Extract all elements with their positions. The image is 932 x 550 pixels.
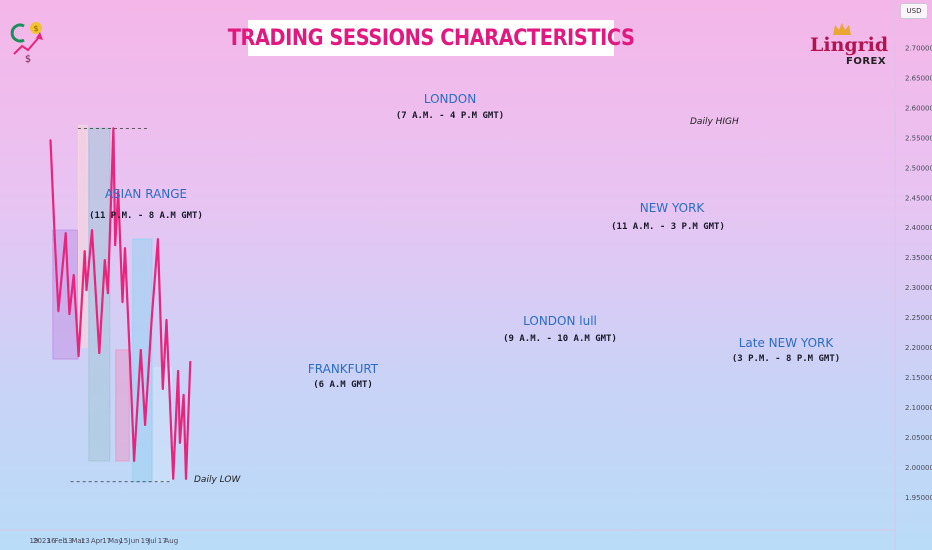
- y-tick-label: 2.70000: [905, 45, 932, 53]
- price-point-0: [49, 139, 52, 142]
- svg-text:$: $: [25, 54, 31, 64]
- x-tick-label: 2023: [33, 537, 51, 545]
- title-banner: TRADING SESSIONS CHARACTERISTICS: [228, 20, 635, 56]
- y-tick-label: 2.60000: [905, 104, 932, 112]
- price-point-12: [106, 292, 109, 294]
- price-point-17: [124, 247, 126, 250]
- x-tick-label: 13: [81, 537, 90, 545]
- price-point-23: [157, 238, 159, 241]
- x-tick-label: Jun: [128, 537, 140, 545]
- y-tick-label: 2.45000: [905, 194, 932, 202]
- price-point-26: [172, 477, 175, 480]
- x-tick-label: 17: [102, 537, 111, 545]
- x-tick-label: 15: [119, 537, 128, 545]
- y-tick-label: 2.65000: [905, 74, 932, 82]
- price-point-10: [98, 352, 101, 354]
- price-point-13: [112, 127, 115, 130]
- y-tick-label: 2.05000: [905, 434, 932, 442]
- x-tick-label: 13: [64, 537, 73, 545]
- x-tick-label: 16: [47, 537, 56, 545]
- session-time-london-lull: (9 A.M. - 10 A.M GMT): [503, 334, 617, 344]
- x-tick-label: 19: [30, 537, 39, 545]
- price-point-6: [77, 355, 80, 357]
- x-tick-label: Jul: [147, 537, 157, 545]
- y-tick-label: 2.00000: [905, 464, 932, 472]
- session-time-london: (7 A.M. - 4 P.M GMT): [395, 111, 505, 121]
- x-tick-label: Mar: [71, 537, 84, 545]
- y-tick-label: 2.40000: [905, 224, 932, 232]
- y-tick-label: 2.30000: [905, 284, 932, 292]
- x-tick-label: Apr: [91, 537, 103, 545]
- session-box-2: [88, 127, 111, 462]
- price-point-15: [117, 190, 120, 193]
- session-name-asian: ASIAN RANGE: [104, 187, 188, 201]
- session-box-3: [115, 349, 130, 462]
- session-time-asian: (11 P.M. - 8 A.M GMT): [89, 211, 203, 221]
- session-name-frankfurt: FRANKFURT: [307, 362, 379, 376]
- price-point-22: [150, 316, 153, 318]
- y-tick-label: 2.10000: [905, 404, 932, 412]
- daily-high-label: Daily HIGH: [690, 117, 739, 127]
- chart-title: TRADING SESSIONS CHARACTERISTICS: [227, 25, 635, 51]
- price-point-20: [139, 349, 142, 351]
- session-box-1: [77, 124, 88, 348]
- price-point-2: [57, 310, 60, 312]
- session-time-frankfurt: (6 A.M GMT): [313, 380, 373, 390]
- brand-name: Lingrid: [810, 34, 889, 56]
- price-series-line-0: [49, 127, 192, 480]
- y-tick-label: 2.25000: [905, 314, 932, 322]
- price-point-19: [133, 459, 136, 462]
- svg-text:$: $: [33, 24, 38, 33]
- price-point-27: [177, 370, 179, 372]
- y-tick-label: 2.15000: [905, 374, 932, 382]
- x-tick-label: Aug: [165, 537, 179, 545]
- session-name-london: LONDON: [423, 92, 477, 106]
- daily-low-label: Daily LOW: [194, 475, 241, 485]
- price-point-1: [53, 238, 56, 241]
- price-point-5: [72, 274, 75, 277]
- price-point-8: [85, 289, 88, 291]
- y-tick-label: 1.95000: [905, 494, 932, 502]
- y-tick-label: 2.50000: [905, 164, 932, 172]
- dollar-growth-icon: $ $: [10, 22, 43, 64]
- price-point-31: [189, 361, 192, 363]
- session-time-late-new-york: (3 P.M. - 8 P.M GMT): [731, 354, 841, 364]
- currency-button[interactable]: USD: [900, 3, 928, 19]
- y-tick-label: 2.20000: [905, 344, 932, 352]
- price-point-7: [83, 250, 86, 253]
- x-tick-label: 17: [158, 537, 167, 545]
- price-point-30: [185, 477, 187, 480]
- crown-icon: [833, 23, 851, 35]
- price-point-14: [114, 244, 117, 247]
- price-point-21: [144, 423, 147, 426]
- price-point-18: [128, 355, 131, 357]
- brand-subtitle: FOREX: [846, 56, 887, 67]
- y-tick-label: 2.35000: [905, 254, 932, 262]
- x-tick-label: Feb: [55, 537, 68, 545]
- x-tick-label: May: [108, 537, 122, 545]
- price-point-16: [121, 301, 124, 303]
- session-time-new-york: (11 A.M. - 3 P.M GMT): [611, 222, 725, 232]
- price-point-28: [179, 441, 181, 444]
- price-point-3: [64, 232, 67, 235]
- session-name-new-york: NEW YORK: [639, 201, 705, 215]
- session-name-late-new-york: Late NEW YORK: [738, 336, 834, 350]
- price-point-24: [161, 388, 164, 390]
- y-tick-label: 2.55000: [905, 134, 932, 142]
- price-point-4: [68, 313, 71, 315]
- price-point-29: [182, 394, 185, 396]
- session-name-london-lull: LONDON lull: [523, 314, 597, 328]
- price-point-25: [165, 319, 168, 321]
- price-point-9: [91, 229, 93, 232]
- price-point-11: [103, 259, 106, 262]
- x-tick-label: 19: [141, 537, 150, 545]
